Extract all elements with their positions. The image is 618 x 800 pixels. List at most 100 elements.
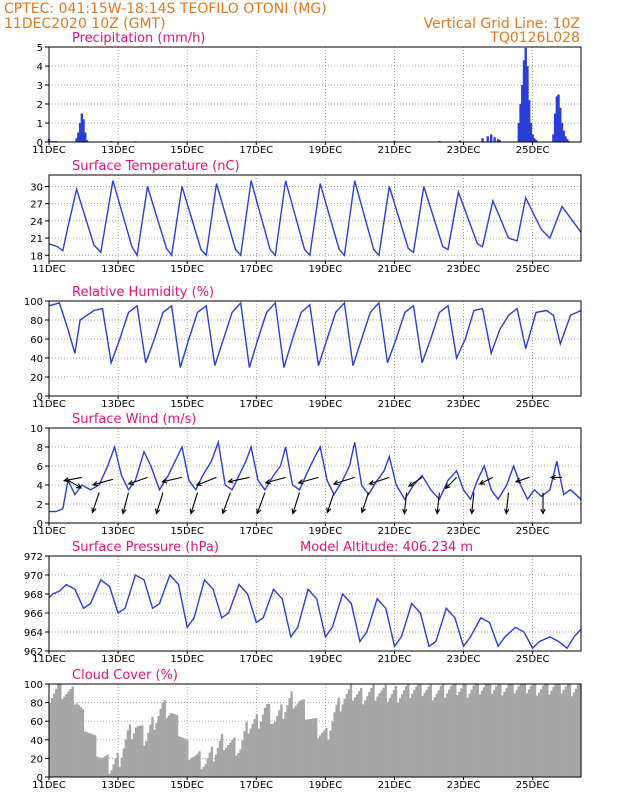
cloud-bar (390, 694, 394, 777)
cloud-bar (370, 688, 373, 777)
cloud-bar (204, 764, 207, 777)
wind-arrow (91, 492, 100, 514)
cloud-bar (400, 694, 404, 777)
cloud-xtick-label: 17DEC (239, 780, 273, 791)
cloud-bar (100, 758, 103, 777)
wind-arrow-head (291, 508, 297, 515)
cloud-bar (128, 724, 132, 777)
cloud-bar (558, 684, 561, 777)
precip-xtick-label: 11DEC (32, 145, 66, 156)
cloud-bar (149, 724, 152, 777)
wind-ytick-label: 6 (37, 462, 43, 473)
wind-xtick-label: 25DEC (516, 526, 550, 537)
precip-bar (77, 132, 80, 142)
cloud-bar (259, 721, 263, 777)
cloud-bar (341, 704, 344, 777)
cloud-bar (208, 752, 211, 777)
cloud-bar (554, 684, 557, 777)
pressure-annotation: Model Altitude: 406.234 m (300, 540, 473, 555)
temp-xtick-label: 17DEC (239, 264, 273, 275)
cloud-bar (306, 719, 310, 777)
cloud-bar (435, 693, 439, 777)
cloud-bar (132, 733, 136, 777)
cloud-bar (96, 756, 99, 777)
cloud-bar (421, 696, 424, 777)
wind-arrow (160, 476, 183, 484)
wind-xtick-label: 23DEC (447, 526, 481, 537)
cloud-bar (482, 687, 486, 777)
cloud-bar (173, 714, 177, 777)
cloud-bar (151, 716, 154, 777)
temp-panel: 18 21 24 27 30 11DEC 13DEC 15DEC 17DEC 19DEC 21DEC… (30, 159, 582, 275)
rh-frame (48, 300, 582, 397)
wind-arrow-head (76, 483, 83, 489)
wind-arrow-shaft (196, 476, 217, 486)
cloud-bar (470, 689, 473, 777)
run-date-header: 11DEC2020 10Z (GMT) (4, 16, 166, 32)
cloud-bar (241, 740, 244, 777)
cloud-bar (274, 721, 277, 777)
temp-ytick-label: 18 (30, 251, 43, 262)
wind-ytick-label: 8 (37, 443, 43, 454)
cloud-bar (57, 684, 60, 777)
precip-ytick-label: 4 (37, 62, 43, 73)
wind-arrow-shaft (361, 492, 370, 513)
cloud-bar (190, 758, 193, 777)
cloud-bar (81, 709, 85, 777)
cloud-bar (505, 688, 508, 777)
cloud-bar (278, 710, 281, 777)
cloud-bar (79, 707, 83, 777)
cloud-bar (333, 712, 336, 777)
cloud-bar (578, 684, 582, 777)
cloud-bar (509, 684, 512, 777)
precip-bar (486, 136, 489, 142)
cloud-bar (108, 773, 111, 777)
wind-xtick-label: 19DEC (308, 526, 342, 537)
cloud-bar (171, 713, 175, 777)
cloud-bar (315, 718, 318, 777)
temp-ytick-label: 30 (30, 182, 43, 193)
temp-xtick-label: 25DEC (516, 264, 550, 275)
cloud-bar (124, 739, 128, 777)
wind-arrow (227, 476, 250, 484)
cloud-bar (304, 719, 308, 777)
precip-bar (533, 138, 536, 142)
precip-bar (534, 140, 538, 142)
pressure-panel: 962 964 966 968 970 972 11DEC 13DEC 15DEC 17DEC 19… (24, 540, 582, 665)
cloud-bar (490, 693, 494, 777)
cloud-bar (120, 757, 123, 777)
rh-ytick-label: 0 (37, 392, 43, 403)
cloud-xtick-label: 13DEC (101, 780, 135, 791)
cloud-bar (51, 698, 54, 777)
pressure-xtick-label: 17DEC (239, 654, 273, 665)
wind-arrow (360, 492, 370, 514)
cloud-bar (231, 740, 234, 777)
pressure-ytick-label: 970 (24, 571, 43, 582)
precip-bar (489, 134, 493, 142)
cloud-bar (448, 689, 451, 777)
cloud-bar (347, 689, 351, 777)
precip-bar (78, 123, 82, 142)
cloud-bar (495, 686, 498, 777)
rh-ytick-label: 60 (30, 335, 43, 346)
cloud-bar (65, 694, 68, 777)
cloud-bar (247, 733, 250, 777)
temp-frame (48, 174, 582, 262)
cloud-bar (415, 686, 418, 777)
wind-arrow (407, 476, 423, 487)
cloud-bar (282, 719, 285, 777)
cloud-bar (562, 689, 565, 777)
cloud-bar (392, 690, 396, 777)
cloud-bar (576, 684, 580, 777)
precip-bar (529, 123, 533, 142)
cloud-bar (337, 697, 340, 777)
cloud-bar (321, 732, 324, 777)
wind-arrow-head (368, 480, 375, 486)
pressure-series-line (48, 573, 582, 650)
cloud-bar (382, 687, 385, 777)
cloud-bar (529, 685, 533, 777)
rh-xtick-label: 11DEC (32, 399, 66, 410)
wind-arrow (221, 492, 231, 515)
cloud-bar (407, 684, 410, 777)
cloud-bar (525, 693, 529, 777)
